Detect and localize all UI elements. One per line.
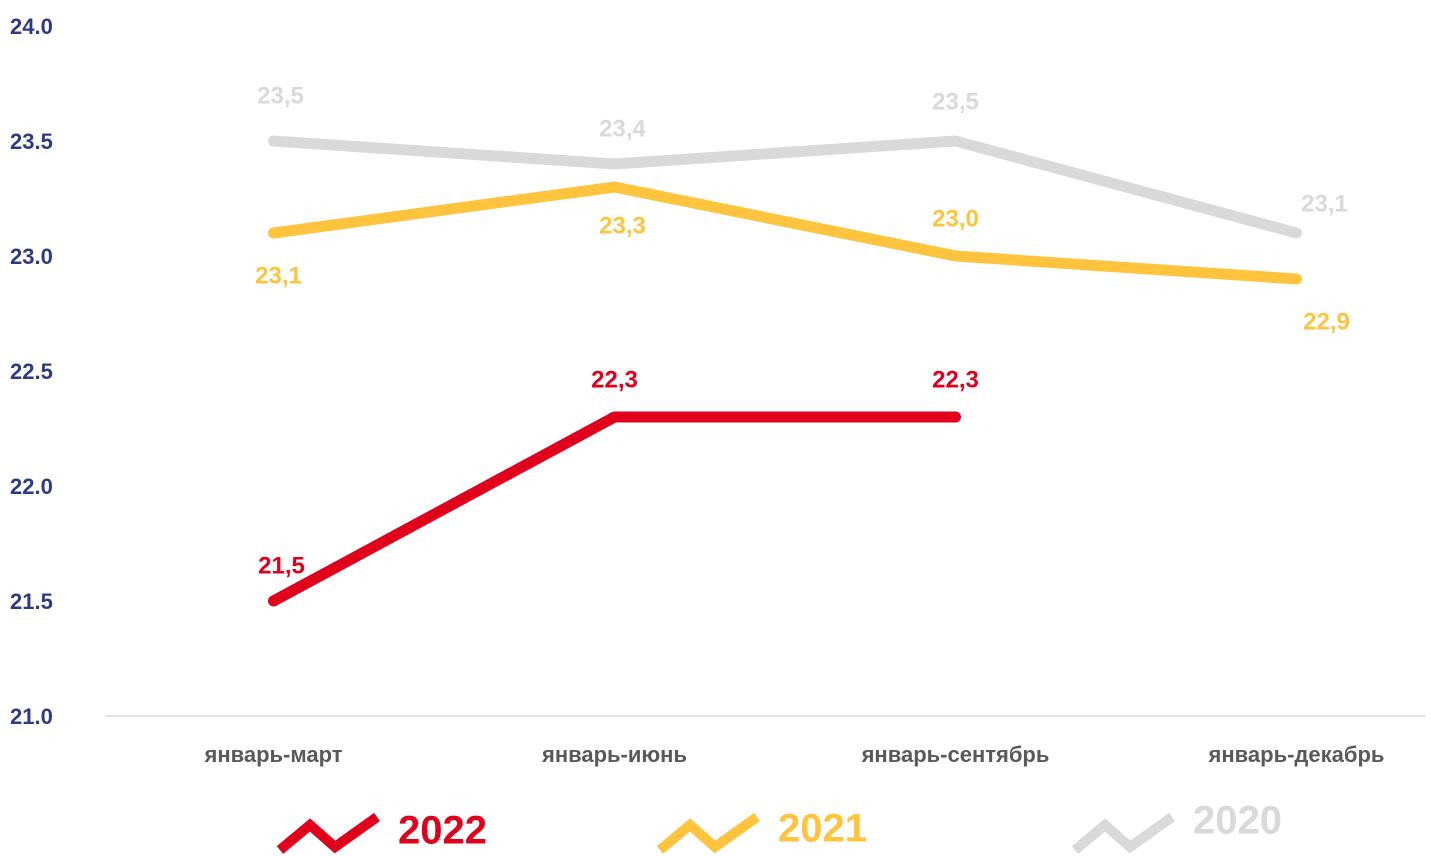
series-line <box>268 181 1302 285</box>
legend-icon <box>1071 812 1175 854</box>
legend-icon <box>656 812 760 854</box>
x-tick-label: январь-март <box>203 742 342 767</box>
y-tick-label: 21.5 <box>10 589 53 614</box>
y-tick-label: 22.5 <box>10 359 53 384</box>
y-tick-label: 21.0 <box>10 704 53 729</box>
data-label: 23,0 <box>932 205 979 232</box>
data-label: 23,5 <box>257 82 304 109</box>
y-tick-label: 23.5 <box>10 129 53 154</box>
data-label: 22,3 <box>932 366 979 393</box>
legend-label: 2022 <box>398 809 487 853</box>
data-label: 23,3 <box>599 212 646 239</box>
data-label: 23,5 <box>932 88 979 115</box>
legend-label: 2020 <box>1193 799 1282 843</box>
data-label: 22,3 <box>591 366 638 393</box>
legend-label: 2021 <box>778 807 867 851</box>
legend-icon <box>276 812 380 854</box>
data-label: 23,1 <box>255 262 302 289</box>
x-tick-label: январь-июнь <box>541 742 687 767</box>
y-tick-label: 24.0 <box>10 14 53 39</box>
y-tick-label: 22.0 <box>10 474 53 499</box>
data-label: 23,1 <box>1301 190 1348 217</box>
series-line <box>268 411 961 607</box>
data-label: 22,9 <box>1303 308 1350 335</box>
data-label: 23,4 <box>599 115 646 142</box>
y-tick-label: 23.0 <box>10 244 53 269</box>
data-label: 21,5 <box>258 552 305 579</box>
series-line <box>268 135 1302 239</box>
x-tick-label: январь-сентябрь <box>861 742 1050 767</box>
x-tick-label: январь-декабрь <box>1208 742 1385 767</box>
